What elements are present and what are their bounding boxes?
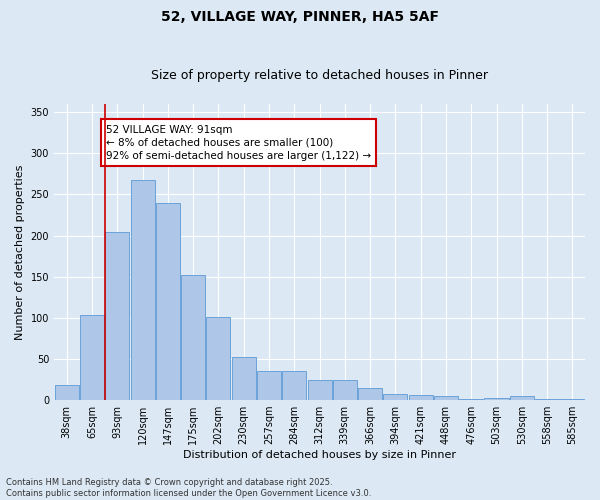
Bar: [206, 317, 230, 400]
Text: 52, VILLAGE WAY, PINNER, HA5 5AF: 52, VILLAGE WAY, PINNER, HA5 5AF: [161, 10, 439, 24]
Bar: [434, 396, 458, 400]
Bar: [409, 395, 433, 400]
Bar: [510, 396, 534, 400]
Bar: [80, 316, 104, 400]
Y-axis label: Number of detached properties: Number of detached properties: [15, 164, 25, 340]
Bar: [131, 180, 155, 400]
Bar: [308, 380, 332, 400]
Bar: [257, 372, 281, 400]
Bar: [55, 386, 79, 400]
Bar: [105, 232, 129, 400]
Text: 52 VILLAGE WAY: 91sqm
← 8% of detached houses are smaller (100)
92% of semi-deta: 52 VILLAGE WAY: 91sqm ← 8% of detached h…: [106, 124, 371, 161]
Bar: [484, 398, 509, 400]
Bar: [358, 388, 382, 400]
Title: Size of property relative to detached houses in Pinner: Size of property relative to detached ho…: [151, 69, 488, 82]
Bar: [282, 372, 306, 400]
X-axis label: Distribution of detached houses by size in Pinner: Distribution of detached houses by size …: [183, 450, 456, 460]
Bar: [156, 202, 180, 400]
Bar: [383, 394, 407, 400]
Bar: [232, 358, 256, 400]
Bar: [333, 380, 357, 400]
Bar: [181, 275, 205, 400]
Text: Contains HM Land Registry data © Crown copyright and database right 2025.
Contai: Contains HM Land Registry data © Crown c…: [6, 478, 371, 498]
